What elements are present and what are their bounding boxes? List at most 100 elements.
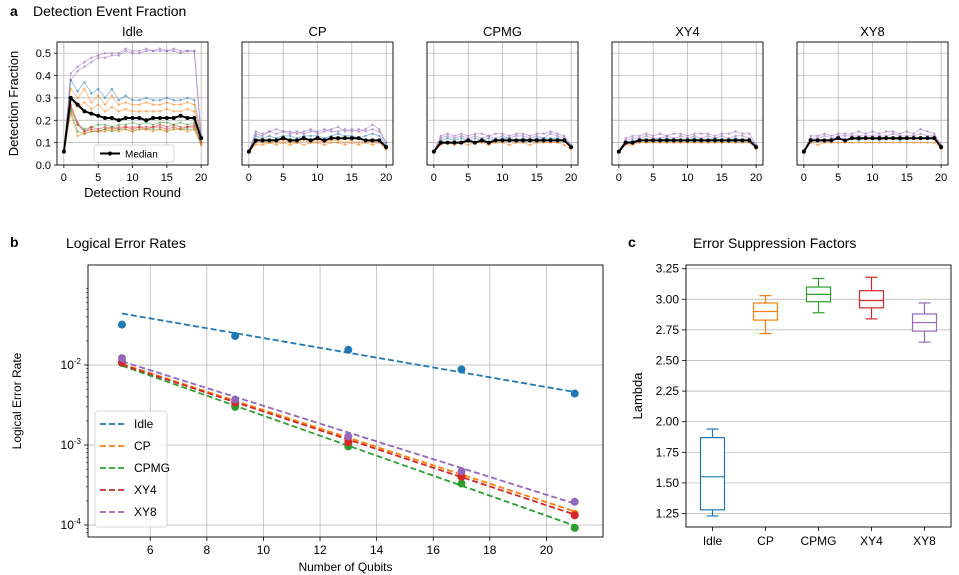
axes-frame [685,264,952,528]
qubit-point [556,132,559,135]
median-point [712,138,717,143]
median-point [891,136,896,141]
legend-marker [108,151,112,156]
qubit-point [891,130,895,133]
median-point [68,95,73,100]
x-tick-label: 10 [126,172,138,184]
y-tick-label: 3.25 [656,262,680,276]
qubit-point [453,136,456,140]
qubit-point [124,101,127,104]
qubit-trace-Idle [63,111,202,152]
qubit-point [371,127,374,131]
qubit-point [172,98,175,102]
median-point [562,138,567,143]
qubit-point [843,134,847,138]
qubit-point [186,130,189,133]
qubit-point [165,49,169,53]
qubit-point [192,49,196,53]
median-point [637,138,642,143]
median-point [363,138,368,143]
qubit-point [117,51,121,55]
qubit-point [364,130,367,133]
median-point [685,138,690,143]
data-point-xy8 [231,395,240,404]
median-point [267,138,272,143]
legend-label-xy4: XY4 [134,483,157,497]
x-tick-label-cp: CP [757,534,774,548]
qubit-point [131,121,134,124]
median-point [164,116,169,121]
qubit-point [172,125,175,129]
qubit-trace-Idle [63,48,202,152]
x-axis-label: Number of Qubits [298,560,392,574]
qubit-point [371,123,374,127]
median-point [836,136,841,141]
qubit-point [912,141,915,144]
qubit-point [165,107,169,111]
qubit-point [172,123,175,127]
qubit-point [343,127,347,131]
qubit-trace-CP [248,139,387,152]
median-point [89,111,94,116]
qubit-point [371,143,374,147]
y-tick-label: 2.00 [656,415,680,429]
median-point [144,118,149,123]
qubit-point [76,69,79,73]
qubit-point [350,130,354,133]
qubit-point [90,127,93,131]
qubit-point [823,134,826,138]
qubit-point [316,130,319,133]
qubit-trace-XY8 [803,128,942,152]
median-point [288,138,293,143]
qubit-point [117,103,121,106]
legend-box [94,410,168,528]
median-point [308,138,313,143]
qubit-trace-CPMG [433,130,572,152]
median-point [157,116,162,121]
qubit-trace-CPMG [433,133,572,152]
median-point [630,140,635,145]
qubit-point [131,49,134,53]
qubit-point [90,101,93,104]
qubit-point [439,134,443,138]
x-tick-label: 0 [61,172,67,184]
qubit-point [645,134,648,138]
qubit-trace-XY8 [803,133,942,152]
median-point [459,140,464,145]
median-point [514,138,519,143]
x-tick-label: 10 [311,172,323,184]
y-tick-label: 10-2 [61,357,82,372]
qubit-point [110,127,114,131]
qubit-point [480,132,484,135]
qubit-point [131,51,134,55]
panel-b-label: b [10,234,19,250]
qubit-point [377,130,381,133]
qubit-point [138,51,141,55]
qubit-point [487,136,491,140]
qubit-point [336,130,340,133]
qubit-point [268,134,271,138]
qubit-point [871,141,874,144]
qubit-point [110,51,114,55]
qubit-point [96,94,100,97]
axes-frame [426,41,579,166]
qubit-point [857,130,861,133]
median-point [808,138,813,143]
subplot-title-cpmg: CPMG [483,24,522,39]
qubit-trace-CP [248,133,387,152]
qubit-point [90,60,93,64]
qubit-point [357,143,360,147]
y-axis-label: Logical Error Rate [10,352,24,449]
qubit-point [323,127,326,131]
qubit-point [919,141,922,144]
qubit-point [693,134,696,138]
median-point [815,138,820,143]
y-axis-label: Detection Fraction [6,51,21,157]
x-tick-label: 10 [866,172,878,184]
qubit-point [357,130,360,133]
median-point [897,136,902,141]
panel-c-label: c [628,234,636,250]
median-point [431,149,436,154]
qubit-point [864,141,867,144]
